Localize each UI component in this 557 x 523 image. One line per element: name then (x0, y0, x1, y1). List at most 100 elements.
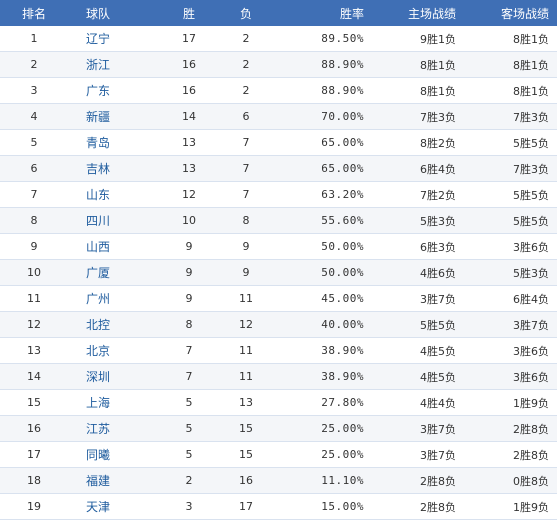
header-pct[interactable]: 胜率 (272, 0, 372, 26)
home-record-cell: 3胜7负 (372, 415, 464, 442)
away-record-cell: 2胜8负 (464, 415, 557, 442)
team-link[interactable]: 辽宁 (86, 32, 111, 46)
away-record-cell: 6胜4负 (464, 285, 557, 312)
team-cell: 辽宁 (68, 26, 158, 52)
team-cell: 天津 (68, 493, 158, 520)
losses-cell: 17 (220, 493, 272, 520)
table-row: 17 同曦 5 15 25.00% 3胜7负 2胜8负 (0, 441, 557, 468)
table-row: 18 福建 2 16 11.10% 2胜8负 0胜8负 (0, 467, 557, 494)
team-link[interactable]: 北京 (86, 344, 111, 358)
team-link[interactable]: 上海 (86, 396, 111, 410)
losses-cell: 9 (220, 259, 272, 286)
table-row: 12 北控 8 12 40.00% 5胜5负 3胜7负 (0, 311, 557, 338)
header-away-record[interactable]: 客场战绩 (464, 0, 557, 26)
team-link[interactable]: 山西 (86, 240, 111, 254)
rank-cell: 15 (0, 389, 68, 416)
header-win[interactable]: 胜 (158, 0, 220, 26)
team-link[interactable]: 北控 (86, 318, 111, 332)
win-pct-cell: 27.80% (272, 389, 372, 416)
rank-cell: 8 (0, 207, 68, 234)
home-record-cell: 9胜1负 (372, 26, 464, 52)
win-pct-cell: 38.90% (272, 337, 372, 364)
team-cell: 吉林 (68, 155, 158, 182)
table-row: 7 山东 12 7 63.20% 7胜2负 5胜5负 (0, 181, 557, 208)
table-row: 4 新疆 14 6 70.00% 7胜3负 7胜3负 (0, 103, 557, 130)
team-link[interactable]: 江苏 (86, 422, 111, 436)
rank-cell: 12 (0, 311, 68, 338)
away-record-cell: 2胜8负 (464, 441, 557, 468)
team-link[interactable]: 深圳 (86, 370, 111, 384)
away-record-cell: 5胜5负 (464, 181, 557, 208)
team-cell: 上海 (68, 389, 158, 416)
home-record-cell: 4胜5负 (372, 363, 464, 390)
away-record-cell: 5胜3负 (464, 259, 557, 286)
win-pct-cell: 65.00% (272, 155, 372, 182)
wins-cell: 7 (158, 363, 220, 390)
home-record-cell: 4胜5负 (372, 337, 464, 364)
table-row: 10 广厦 9 9 50.00% 4胜6负 5胜3负 (0, 259, 557, 286)
losses-cell: 6 (220, 103, 272, 130)
team-cell: 深圳 (68, 363, 158, 390)
win-pct-cell: 65.00% (272, 129, 372, 156)
home-record-cell: 5胜5负 (372, 311, 464, 338)
home-record-cell: 8胜2负 (372, 129, 464, 156)
wins-cell: 3 (158, 493, 220, 520)
team-link[interactable]: 青岛 (86, 136, 111, 150)
header-rank[interactable]: 排名 (0, 0, 68, 26)
team-link[interactable]: 福建 (86, 474, 111, 488)
home-record-cell: 3胜7负 (372, 285, 464, 312)
team-link[interactable]: 四川 (86, 214, 111, 228)
team-link[interactable]: 新疆 (86, 110, 111, 124)
team-cell: 广厦 (68, 259, 158, 286)
rank-cell: 19 (0, 493, 68, 520)
win-pct-cell: 50.00% (272, 259, 372, 286)
team-cell: 广东 (68, 77, 158, 104)
table-row: 8 四川 10 8 55.60% 5胜3负 5胜5负 (0, 207, 557, 234)
win-pct-cell: 11.10% (272, 467, 372, 494)
away-record-cell: 3胜6负 (464, 363, 557, 390)
away-record-cell: 3胜7负 (464, 311, 557, 338)
team-link[interactable]: 广州 (86, 292, 111, 306)
team-cell: 北控 (68, 311, 158, 338)
rank-cell: 16 (0, 415, 68, 442)
home-record-cell: 4胜4负 (372, 389, 464, 416)
team-cell: 浙江 (68, 51, 158, 78)
table-row: 13 北京 7 11 38.90% 4胜5负 3胜6负 (0, 337, 557, 364)
header-loss[interactable]: 负 (220, 0, 272, 26)
team-link[interactable]: 吉林 (86, 162, 111, 176)
team-link[interactable]: 山东 (86, 188, 111, 202)
home-record-cell: 8胜1负 (372, 51, 464, 78)
header-home-record[interactable]: 主场战绩 (372, 0, 464, 26)
rank-cell: 14 (0, 363, 68, 390)
losses-cell: 15 (220, 441, 272, 468)
losses-cell: 12 (220, 311, 272, 338)
home-record-cell: 6胜3负 (372, 233, 464, 260)
team-link[interactable]: 天津 (86, 500, 111, 514)
away-record-cell: 3胜6负 (464, 337, 557, 364)
wins-cell: 12 (158, 181, 220, 208)
header-team[interactable]: 球队 (68, 0, 158, 26)
losses-cell: 2 (220, 77, 272, 104)
home-record-cell: 6胜4负 (372, 155, 464, 182)
home-record-cell: 4胜6负 (372, 259, 464, 286)
win-pct-cell: 38.90% (272, 363, 372, 390)
team-link[interactable]: 同曦 (86, 448, 111, 462)
away-record-cell: 7胜3负 (464, 155, 557, 182)
wins-cell: 14 (158, 103, 220, 130)
home-record-cell: 3胜7负 (372, 441, 464, 468)
table-row: 9 山西 9 9 50.00% 6胜3负 3胜6负 (0, 233, 557, 260)
home-record-cell: 8胜1负 (372, 77, 464, 104)
team-link[interactable]: 浙江 (86, 58, 111, 72)
team-cell: 山东 (68, 181, 158, 208)
rank-cell: 13 (0, 337, 68, 364)
team-link[interactable]: 广厦 (86, 266, 111, 280)
away-record-cell: 8胜1负 (464, 77, 557, 104)
wins-cell: 10 (158, 207, 220, 234)
losses-cell: 2 (220, 51, 272, 78)
rank-cell: 17 (0, 441, 68, 468)
table-row: 1 辽宁 17 2 89.50% 9胜1负 8胜1负 (0, 26, 557, 52)
wins-cell: 16 (158, 77, 220, 104)
home-record-cell: 2胜8负 (372, 493, 464, 520)
team-link[interactable]: 广东 (86, 84, 111, 98)
